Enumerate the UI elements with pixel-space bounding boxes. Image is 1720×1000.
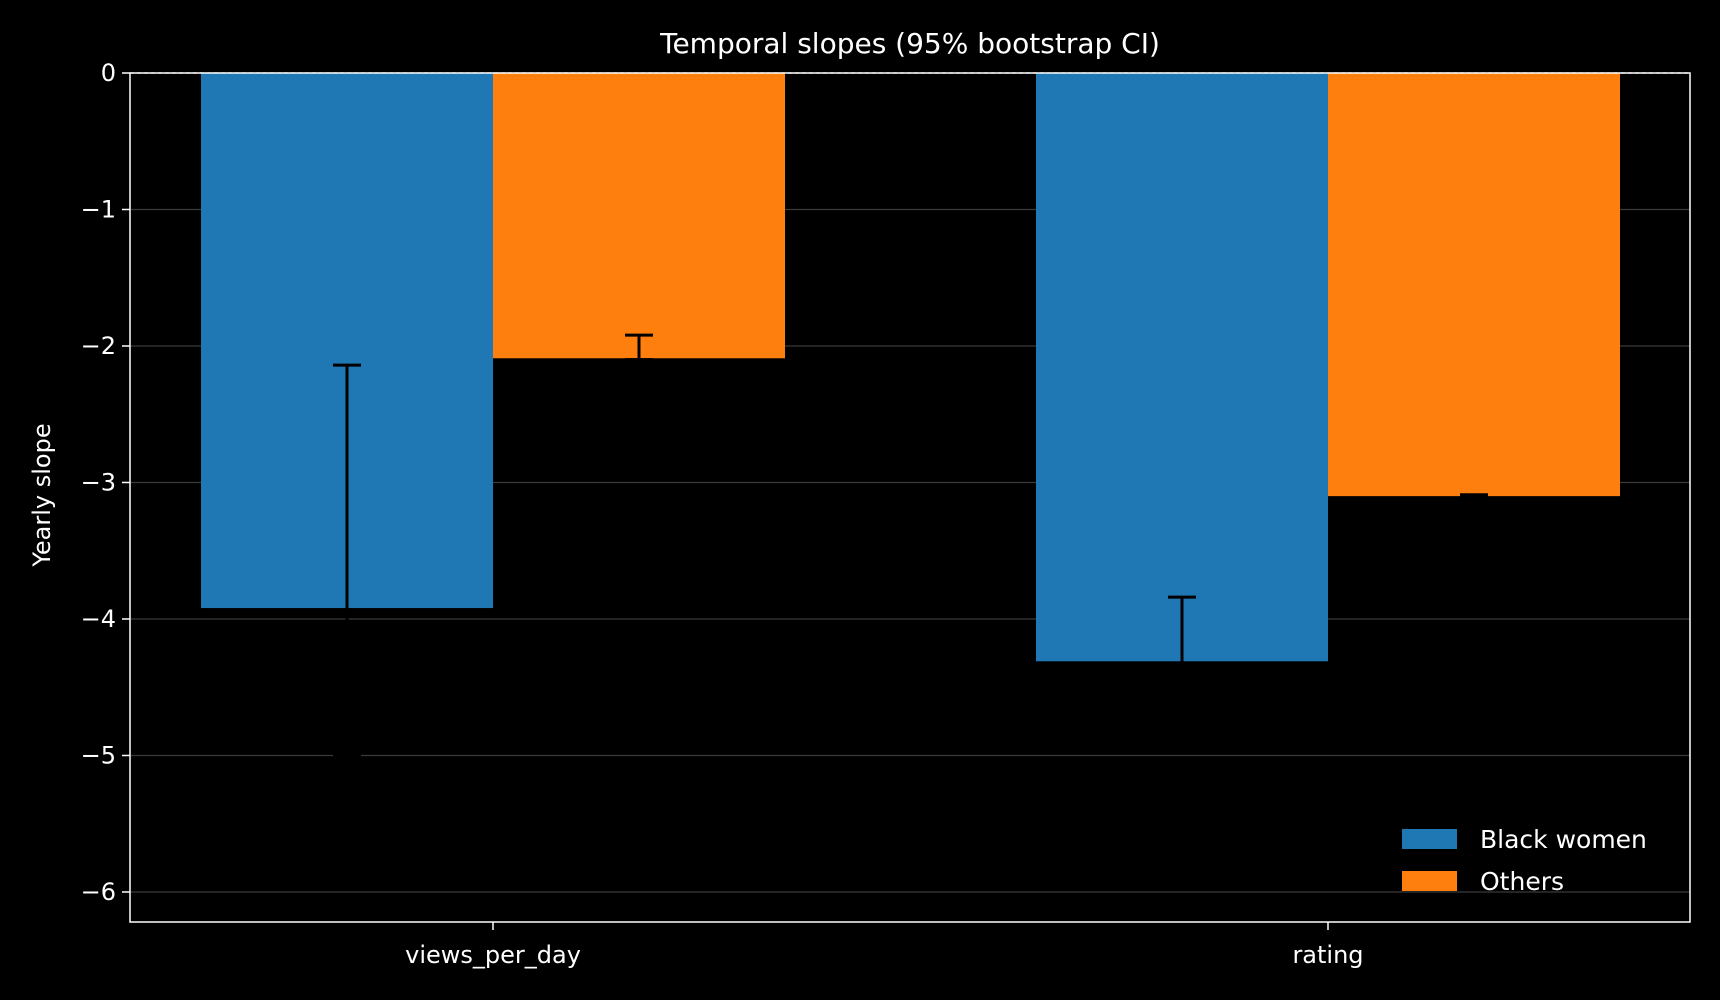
legend-label: Black women — [1480, 825, 1647, 854]
y-tick-label: 0 — [101, 59, 116, 87]
legend-swatch — [1402, 829, 1457, 849]
x-tick-label: views_per_day — [405, 941, 581, 969]
y-axis-label: Yearly slope — [28, 423, 56, 567]
bar — [1036, 73, 1328, 662]
y-tick-label: −3 — [81, 468, 116, 496]
axes: 0 −1 −2 −3 −4 −5 −6 views_per_day rating — [81, 59, 1691, 969]
y-tick-label: −6 — [81, 878, 116, 906]
bar — [493, 73, 785, 359]
bar — [1328, 73, 1620, 497]
legend: Black women Others — [1402, 825, 1647, 896]
legend-label: Others — [1480, 867, 1564, 896]
chart-title: Temporal slopes (95% bootstrap CI) — [659, 27, 1160, 60]
y-tick-label: −4 — [81, 605, 116, 633]
y-tick-label: −2 — [81, 332, 116, 360]
y-tick-label: −1 — [81, 195, 116, 223]
bars — [201, 73, 1620, 662]
plot-frame — [129, 72, 1691, 923]
y-tick-label: −5 — [81, 741, 116, 769]
error-bars — [333, 333, 1488, 757]
x-tick-label: rating — [1292, 941, 1363, 969]
legend-swatch — [1402, 871, 1457, 891]
